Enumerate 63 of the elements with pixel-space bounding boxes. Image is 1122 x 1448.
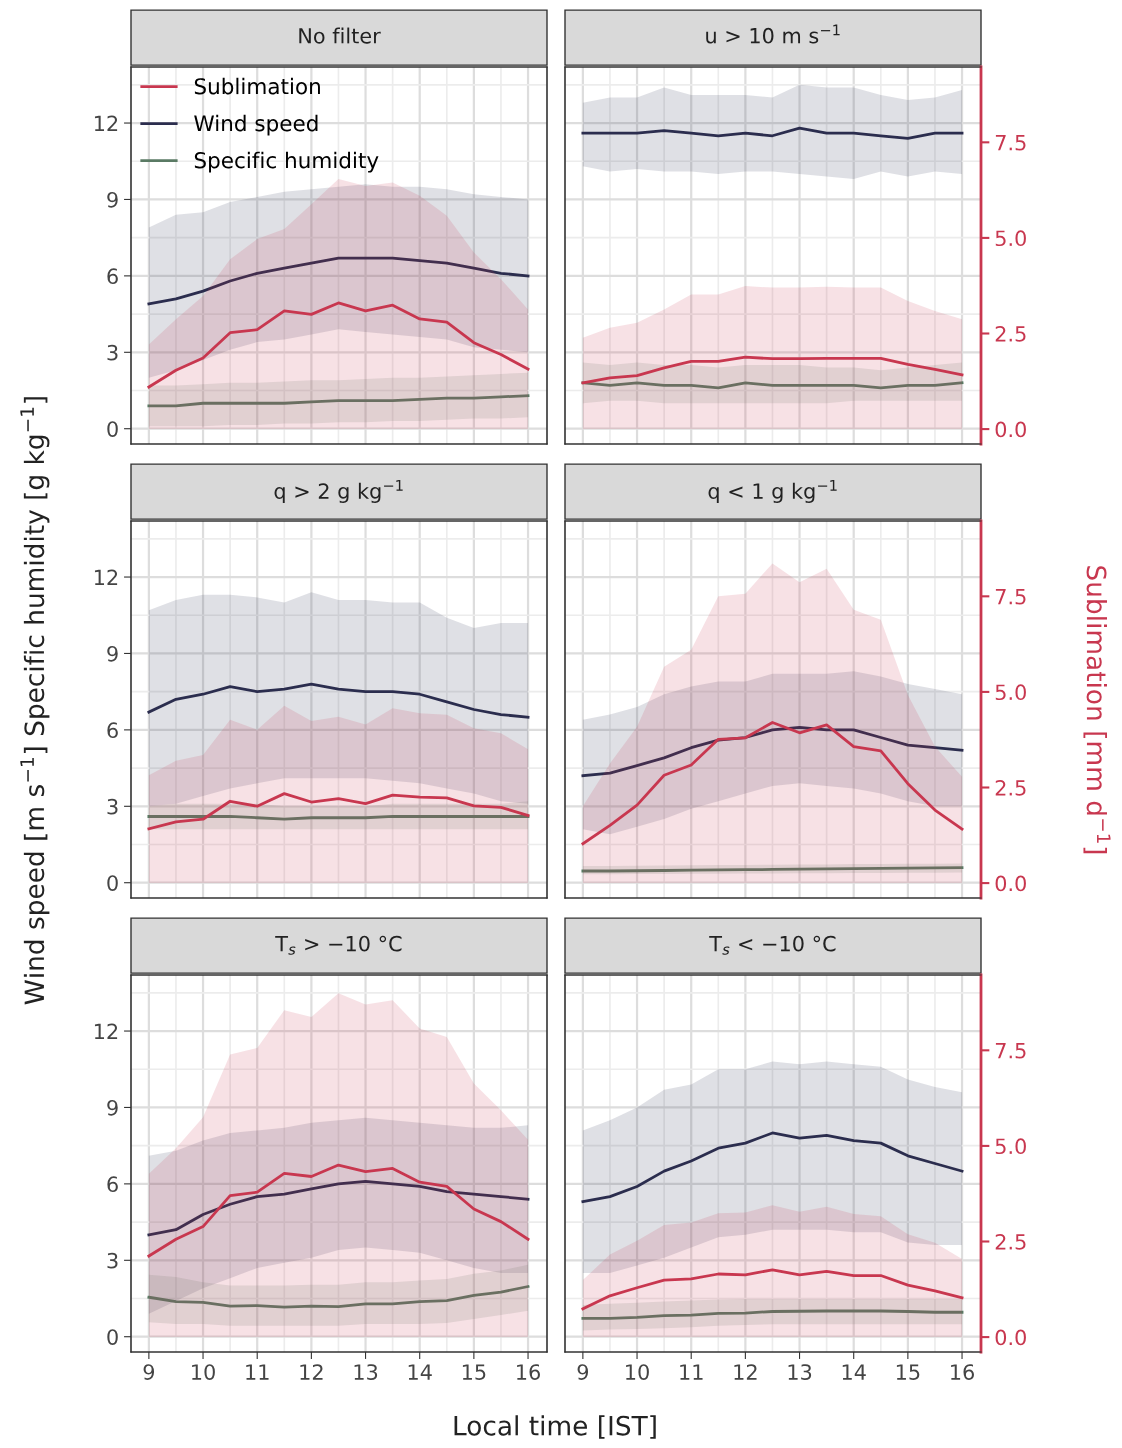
- y-axis-title: Wind speed [m s$^{−1}$] Specific humidity [g kg$^{−1}$]: [20, 397, 50, 1005]
- x-tick-label: 9: [577, 1364, 589, 1380]
- y2-tick-label: 2.5: [995, 325, 1026, 342]
- line-series: [581, 721, 964, 846]
- y-tick-label: 3: [107, 798, 118, 815]
- y-tick-label: 6: [107, 722, 118, 739]
- chart-title: u > 10 m s$^{−1}$: [706, 24, 840, 44]
- y-tick-label: 6: [107, 268, 118, 285]
- legend-label: Sublimation: [194, 77, 320, 95]
- y2-tick-label: 5.0: [995, 684, 1026, 701]
- line-series: [581, 355, 964, 385]
- y-tick-label: 0: [107, 875, 118, 891]
- y-tick-label: 6: [107, 1176, 118, 1193]
- y2-tick-label: 2.5: [995, 779, 1026, 796]
- y-tick-label: 3: [107, 1252, 118, 1269]
- y-tick-label: 9: [107, 645, 118, 662]
- x-tick-label: 11: [246, 1364, 269, 1380]
- line-series: [147, 1285, 530, 1309]
- x-tick-label: 16: [951, 1364, 974, 1380]
- y-tick-label: 12: [94, 1023, 118, 1039]
- chart-title: T$_{s}$ > −10 °C: [275, 935, 402, 955]
- x-tick-label: 13: [354, 1364, 378, 1380]
- line-series: [147, 682, 530, 719]
- y-tick-label: 12: [94, 115, 118, 131]
- y2-tick-label: 0.0: [995, 1329, 1026, 1346]
- x-tick-label: 15: [462, 1364, 486, 1380]
- line-series: [147, 1179, 530, 1237]
- line-series: [147, 256, 530, 306]
- x-axis-title: Local time [IST]: [454, 1415, 656, 1439]
- y2-tick-label: 5.0: [995, 1138, 1026, 1155]
- chart-title: T$_{s}$ < −10 °C: [709, 935, 836, 955]
- y-tick-label: 3: [107, 344, 118, 361]
- line-series: [581, 1268, 964, 1311]
- x-tick-label: 16: [517, 1364, 540, 1380]
- x-tick-label: 14: [842, 1364, 866, 1380]
- legend-label: Specific humidity: [194, 151, 379, 173]
- chart-title: q > 2 g kg$^{−1}$: [274, 480, 403, 503]
- line-series: [147, 394, 530, 408]
- chart-title: No filter: [299, 27, 381, 44]
- y2-axis-title: Sublimation [mm d$^{−1}$]: [1083, 566, 1111, 854]
- y-tick-label: 9: [107, 191, 118, 208]
- legend-label: Wind speed: [194, 114, 318, 136]
- x-tick-label: 12: [300, 1364, 323, 1380]
- y-tick-label: 12: [94, 569, 118, 585]
- y2-tick-label: 0.0: [995, 875, 1026, 892]
- x-tick-label: 11: [680, 1364, 703, 1380]
- y2-tick-label: 7.5: [995, 135, 1026, 151]
- y-tick-label: 0: [107, 421, 118, 437]
- x-tick-label: 12: [734, 1364, 757, 1380]
- y2-tick-label: 7.5: [995, 1043, 1026, 1059]
- x-tick-label: 15: [896, 1364, 920, 1380]
- y-tick-label: 0: [107, 1329, 118, 1345]
- x-tick-label: 9: [143, 1364, 155, 1380]
- x-tick-label: 10: [192, 1364, 215, 1380]
- y-tick-label: 9: [107, 1099, 118, 1116]
- x-tick-label: 13: [788, 1364, 812, 1380]
- x-tick-label: 10: [626, 1364, 649, 1380]
- chart-title: q < 1 g kg$^{−1}$: [708, 480, 837, 503]
- x-tick-label: 14: [408, 1364, 432, 1380]
- y2-tick-label: 0.0: [995, 421, 1026, 438]
- y2-tick-label: 5.0: [995, 230, 1026, 247]
- y2-tick-label: 2.5: [995, 1233, 1026, 1250]
- y2-tick-label: 7.5: [995, 589, 1026, 605]
